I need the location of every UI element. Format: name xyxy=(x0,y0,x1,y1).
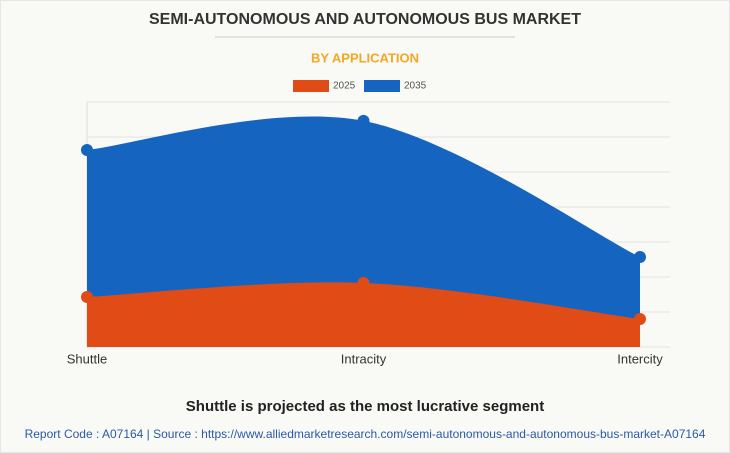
source: Report Code : A07164 | Source : https://… xyxy=(25,427,706,441)
point xyxy=(357,276,370,289)
legend-label: 2025 xyxy=(333,81,356,92)
legend-swatch xyxy=(364,80,400,92)
x-tick-label: Shuttle xyxy=(67,351,107,366)
point xyxy=(634,313,646,325)
x-tick-label: Intracity xyxy=(341,351,387,366)
point xyxy=(357,114,370,127)
point xyxy=(81,143,93,156)
point xyxy=(634,251,646,264)
caption: Shuttle is projected as the most lucrati… xyxy=(186,398,544,415)
chart-subtitle: BY APPLICATION xyxy=(311,50,419,65)
legend-swatch xyxy=(293,80,329,92)
legend-label: 2035 xyxy=(404,81,427,92)
chart-title: SEMI-AUTONOMOUS AND AUTONOMOUS BUS MARKE… xyxy=(149,11,581,28)
point xyxy=(81,290,93,303)
area xyxy=(87,282,640,347)
x-tick-label: Intercity xyxy=(617,351,663,366)
